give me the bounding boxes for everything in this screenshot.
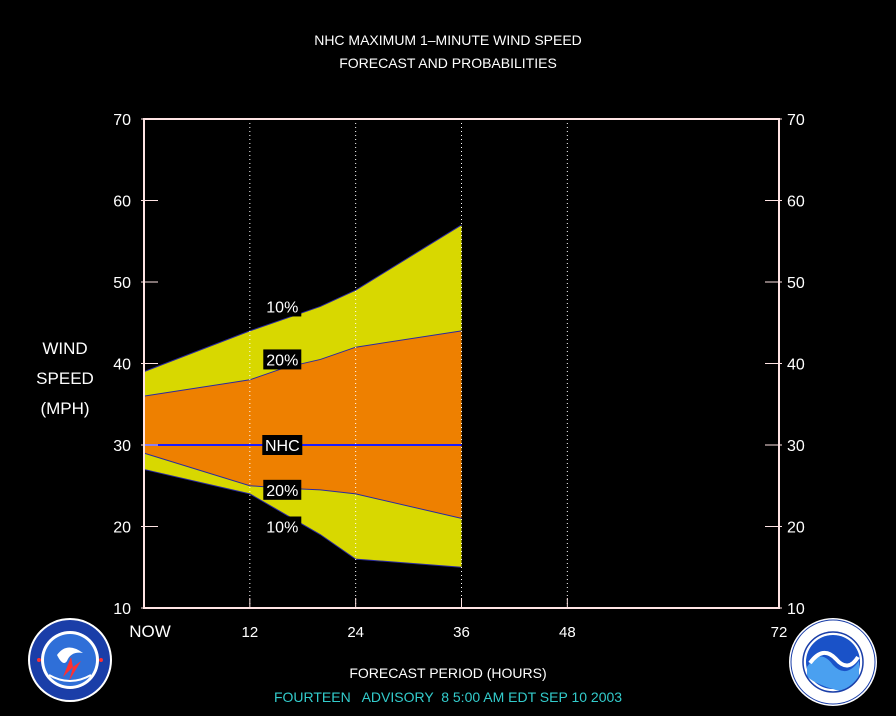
y-tick-label-left-60: 60 [113,194,131,211]
band-label-1: 20% [266,352,298,369]
chart-title-line2: FORECAST AND PROBABILITIES [339,55,557,71]
x-tick-label-NOW: NOW [129,622,171,641]
band-label-0: 10% [266,299,298,316]
y-tick-label-right-20: 20 [787,520,805,537]
y-tick-label-left-50: 50 [113,275,131,292]
y-tick-label-right-50: 50 [787,275,805,292]
band-label-2: NHC [265,438,300,455]
x-tick-label-36: 36 [453,624,470,641]
y-tick-label-right-30: 30 [787,438,805,455]
x-tick-label-72: 72 [771,624,788,641]
band-edge-10pct-upper [143,224,462,373]
y-tick-label-left-30: 30 [113,438,131,455]
y-axis-label-line3: (MPH) [40,399,90,418]
nws-seal-icon [28,618,112,702]
y-tick-label-right-70: 70 [787,112,805,129]
y-tick-label-left-40: 40 [113,357,131,374]
x-tick-label-24: 24 [347,624,364,641]
y-tick-label-right-10: 10 [787,601,805,618]
band-label-box-4 [263,516,302,537]
y-tick-label-left-20: 20 [113,520,131,537]
y-axis-label-line1: WIND [42,339,88,358]
noaa-seal-icon [789,618,877,706]
band-label-3: 20% [266,483,298,500]
y-tick-label-left-10: 10 [113,601,131,618]
band-label-box-0 [263,296,302,317]
advisory-text: FOURTEEN ADVISORY 8 5:00 AM EDT SEP 10 2… [273,689,623,705]
band-edge-20pct-lower [143,452,462,519]
x-tick-label-12: 12 [241,624,258,641]
y-tick-label-left-70: 70 [113,112,131,129]
band-20-percent [144,330,462,519]
y-axis-label-line2: SPEED [36,369,94,388]
y-tick-label-right-40: 40 [787,357,805,374]
band-edge-10pct-lower [143,468,462,568]
chart-title-line1: NHC MAXIMUM 1–MINUTE WIND SPEED [314,32,582,48]
band-label-box-3 [263,479,302,500]
y-tick-label-right-60: 60 [787,194,805,211]
band-label-box-1 [263,349,302,370]
x-tick-label-48: 48 [559,624,576,641]
x-axis-label: FORECAST PERIOD (HOURS) [349,665,547,681]
band-label-box-2 [262,435,303,455]
band-edge-20pct-upper [143,330,462,397]
band-label-4: 10% [266,520,298,537]
